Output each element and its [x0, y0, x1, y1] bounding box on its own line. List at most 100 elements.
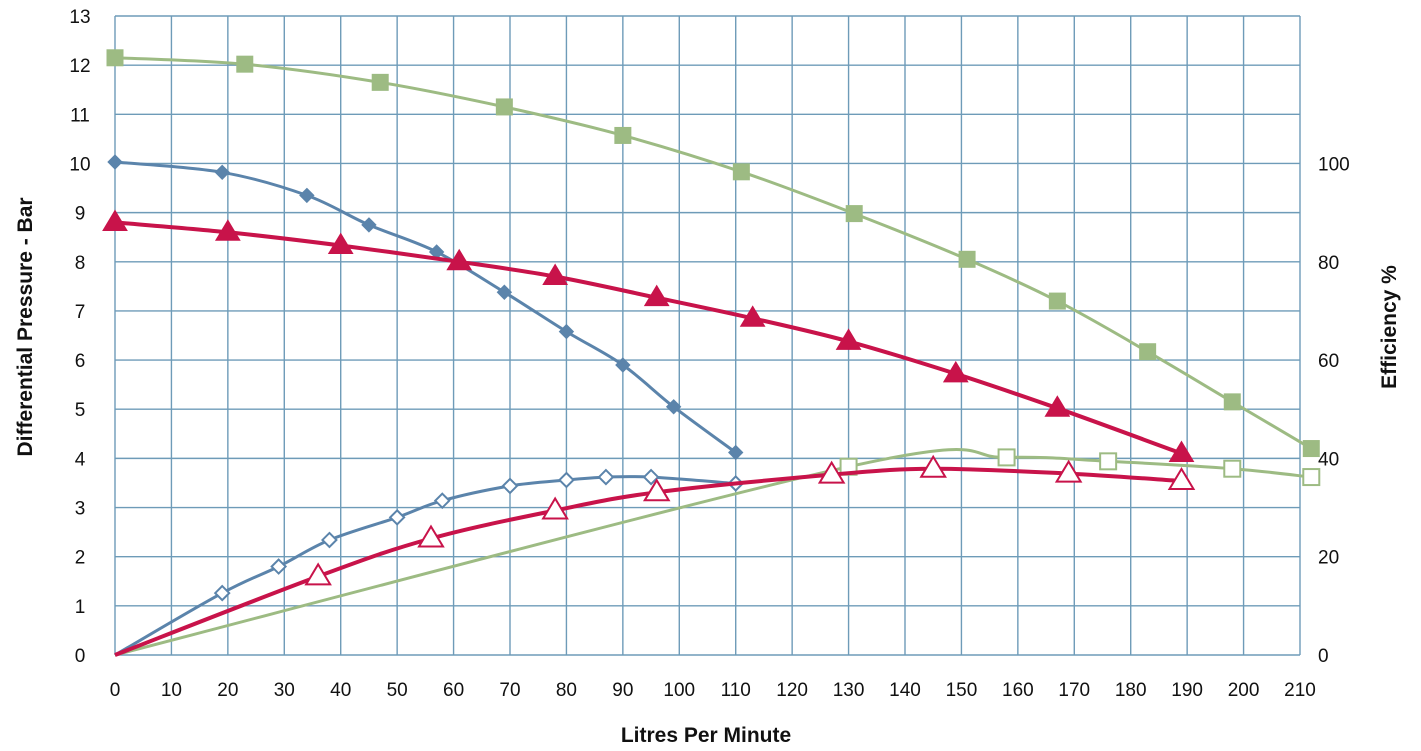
x-tick-label: 40: [330, 680, 351, 701]
data-point-diamond: [299, 187, 315, 204]
data-point-triangle: [919, 454, 947, 478]
data-point-square: [371, 73, 389, 91]
y-tick-label: 2: [75, 548, 86, 569]
x-tick-label: 160: [1002, 680, 1034, 701]
y-axis-title: Differential Pressure - Bar: [14, 197, 37, 456]
x-tick-label: 80: [556, 680, 577, 701]
data-point-triangle: [327, 232, 354, 255]
data-point-triangle: [942, 360, 969, 383]
series-5: [114, 448, 1321, 657]
x-tick-label: 100: [663, 680, 695, 701]
data-point-triangle: [642, 478, 671, 502]
data-point-diamond: [615, 357, 631, 373]
x-tick-label: 200: [1228, 680, 1260, 701]
y2-tick-label: 20: [1318, 548, 1339, 569]
y-tick-label: 1: [75, 597, 86, 618]
data-point-square: [495, 98, 513, 116]
x-tick-label: 90: [612, 680, 633, 701]
data-point-square: [1223, 393, 1241, 411]
y2-axis-title: Efficiency %: [1378, 265, 1401, 389]
y2-tick-label: 100: [1318, 154, 1350, 175]
data-point-square: [236, 55, 254, 73]
data-point-square: [732, 163, 750, 181]
series-2: [106, 49, 1320, 458]
x-tick-label: 170: [1058, 680, 1090, 701]
data-point-diamond: [361, 217, 377, 233]
y-tick-label: 4: [75, 449, 86, 470]
x-tick-label: 20: [217, 680, 238, 701]
data-point-diamond: [728, 444, 744, 461]
data-point-square: [1302, 468, 1321, 487]
x-tick-label: 210: [1284, 680, 1316, 701]
data-point-triangle: [1168, 440, 1195, 462]
x-tick-label: 180: [1115, 680, 1147, 701]
y2-tick-label: 40: [1318, 449, 1339, 470]
data-point-square: [106, 49, 124, 67]
data-point-triangle: [817, 460, 846, 484]
data-point-triangle: [1054, 459, 1083, 483]
data-point-diamond: [213, 584, 231, 602]
data-point-diamond: [388, 508, 406, 526]
data-point-diamond: [597, 468, 615, 486]
data-point-diamond: [321, 531, 338, 549]
x-tick-label: 0: [110, 680, 121, 701]
data-point-triangle: [446, 248, 473, 271]
x-tick-label: 50: [387, 680, 408, 701]
x-tick-label: 120: [776, 680, 808, 701]
data-point-square: [1223, 459, 1242, 478]
data-point-diamond: [501, 477, 519, 495]
y-tick-label: 11: [70, 105, 90, 126]
data-point-diamond: [496, 284, 513, 300]
x-tick-label: 140: [889, 680, 921, 701]
data-point-square: [1139, 343, 1157, 361]
data-point-square: [1302, 440, 1320, 458]
x-tick-label: 60: [443, 680, 464, 701]
y-tick-label: 3: [75, 499, 86, 520]
data-point-square: [614, 126, 632, 144]
series-6: [114, 454, 1196, 657]
y2-tick-label: 60: [1318, 351, 1339, 372]
data-point-square: [997, 448, 1016, 467]
data-point-diamond: [558, 323, 575, 340]
x-axis-ticks: 0 10 20 30 40 50 60 70 80 90 100 110 120 130 140 150 160…: [110, 680, 1316, 701]
data-point-square: [845, 205, 863, 223]
data-point-triangle: [835, 328, 862, 350]
x-tick-label: 70: [499, 680, 520, 701]
y-tick-label: 0: [75, 646, 86, 667]
data-point-diamond: [270, 558, 288, 575]
x-tick-label: 190: [1171, 680, 1203, 701]
y2-axis-ticks: 0 20 40 60 80 100: [1318, 154, 1350, 667]
series-4: [114, 468, 745, 657]
y-tick-label: 6: [75, 351, 86, 372]
y2-tick-label: 0: [1318, 646, 1329, 667]
y2-tick-label: 80: [1318, 253, 1339, 274]
y-tick-label: 13: [69, 7, 90, 28]
y-tick-label: 12: [69, 56, 90, 77]
y-tick-label: 10: [69, 154, 90, 175]
x-tick-label: 110: [721, 680, 751, 701]
x-tick-label: 10: [161, 680, 182, 701]
y-tick-label: 7: [75, 302, 86, 323]
data-point-triangle: [541, 496, 569, 520]
data-point-diamond: [214, 164, 230, 181]
x-tick-label: 30: [274, 680, 295, 701]
data-point-square: [1048, 292, 1066, 310]
x-axis-title: Litres Per Minute: [621, 724, 791, 747]
data-point-square: [958, 250, 976, 268]
data-point-triangle: [542, 263, 569, 286]
series-3: [102, 209, 1195, 462]
data-point-triangle: [1044, 395, 1071, 417]
data-point-triangle: [417, 524, 445, 548]
data-point-triangle: [214, 219, 241, 241]
data-point-diamond: [558, 471, 575, 489]
y-tick-label: 9: [75, 204, 86, 225]
data-point-diamond: [433, 492, 451, 510]
data-point-triangle: [304, 562, 332, 586]
data-point-triangle: [102, 209, 128, 231]
data-point-square: [1099, 452, 1118, 471]
data-point-diamond: [642, 468, 660, 486]
x-tick-label: 150: [946, 680, 978, 701]
